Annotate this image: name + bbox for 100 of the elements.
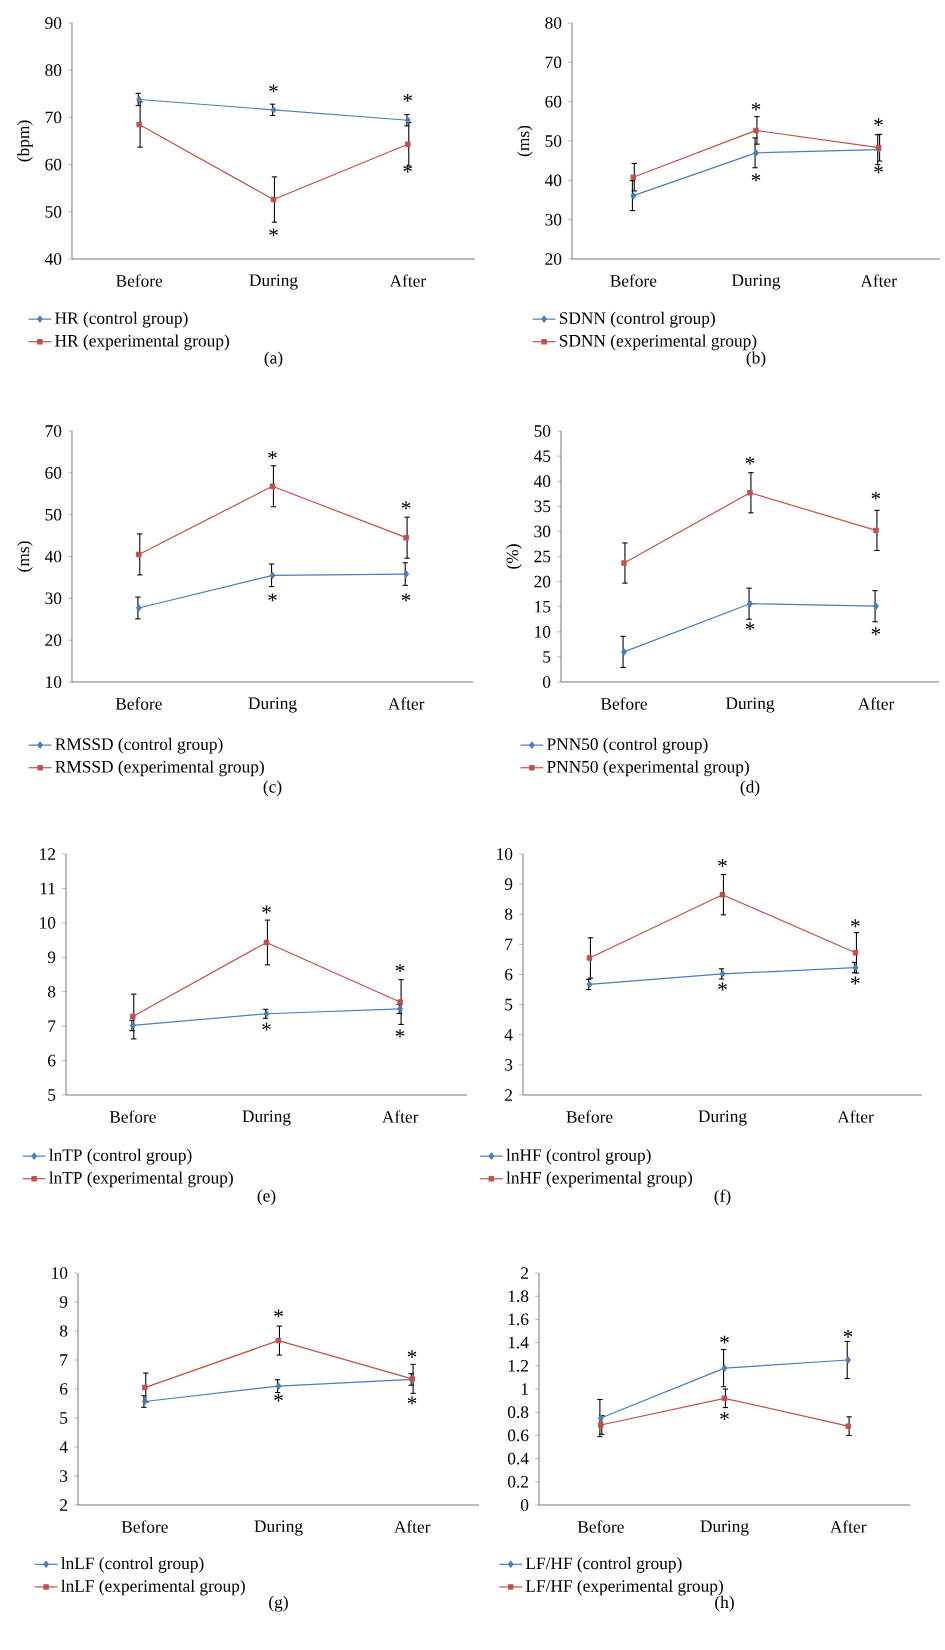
legend-label: SDNN (control group) xyxy=(559,311,715,328)
annotation: * xyxy=(268,593,277,602)
y-tick-label: 0 xyxy=(520,1499,529,1511)
legend-label: SDNN (experimental group) xyxy=(559,334,757,351)
legend-label: LF/HF (experimental group) xyxy=(525,1579,723,1596)
x-tick-label: During xyxy=(249,274,298,290)
point xyxy=(586,955,593,961)
annotation: * xyxy=(407,1350,417,1358)
annotation: * xyxy=(262,905,271,914)
y-tick-label: 30 xyxy=(45,592,62,605)
annotation: * xyxy=(745,622,755,631)
y-tick-label: 70 xyxy=(45,111,62,124)
x-tick-label: Before xyxy=(115,697,162,710)
y-tick-label: 70 xyxy=(45,425,62,437)
annotation: * xyxy=(871,491,881,500)
annotation: * xyxy=(403,164,412,173)
annotation: * xyxy=(751,173,761,182)
x-tick-label: During xyxy=(731,274,781,290)
point xyxy=(852,950,859,956)
legend-label: RMSSD (experimental group) xyxy=(55,760,264,777)
point xyxy=(621,648,627,656)
legend-label: PNN50 (experimental group) xyxy=(547,760,749,777)
annotation: * xyxy=(395,964,405,972)
annotation: * xyxy=(274,1309,283,1318)
point xyxy=(269,571,276,579)
x-tick-label: Before xyxy=(121,1520,168,1533)
point xyxy=(405,141,411,148)
y-tick-label: 9 xyxy=(47,951,56,964)
y-tick-label: 3 xyxy=(60,1470,68,1482)
y-tick-label: 60 xyxy=(45,467,62,479)
y-tick-label: 5 xyxy=(60,1412,68,1424)
y-tick-label: 10 xyxy=(46,676,62,688)
annotation: * xyxy=(269,228,278,237)
text: (a) xyxy=(264,351,283,368)
x-tick-label: Before xyxy=(109,1110,156,1123)
legend-label: lnTP (control group) xyxy=(49,1148,192,1165)
annotation: * xyxy=(268,451,277,459)
y-tick-label: 20 xyxy=(534,575,551,588)
legend-label: lnLF (experimental group) xyxy=(61,1579,245,1596)
y-tick-label: 5 xyxy=(48,1089,56,1101)
y-tick-label: 25 xyxy=(534,550,551,563)
text: (d) xyxy=(740,780,760,797)
x-tick-label: Before xyxy=(577,1520,624,1533)
y-tick-label: 10 xyxy=(497,848,513,860)
y-tick-label: 50 xyxy=(45,508,62,521)
annotation: * xyxy=(718,982,727,991)
y-tick-label: 6 xyxy=(505,968,513,981)
legend-label: RMSSD (control group) xyxy=(55,737,223,754)
annotation: * xyxy=(718,859,727,867)
annotation: * xyxy=(403,93,412,102)
y-tick-label: 0.8 xyxy=(507,1406,529,1419)
point xyxy=(747,490,753,496)
annotation: * xyxy=(401,501,411,510)
point xyxy=(747,600,753,608)
x-tick-label: After xyxy=(382,1110,419,1123)
annotation: * xyxy=(720,1335,729,1344)
x-tick-label: After xyxy=(394,1520,431,1533)
point xyxy=(845,1423,851,1429)
y-tick-label: 2 xyxy=(505,1089,512,1101)
text: (g) xyxy=(269,1595,288,1612)
point xyxy=(136,121,142,128)
y-tick-label: 10 xyxy=(52,1267,68,1279)
y-tick-label: 20 xyxy=(45,634,62,647)
x-tick-label: After xyxy=(857,697,895,710)
annotation: * xyxy=(401,593,411,602)
annotation: * xyxy=(720,1412,729,1421)
y-tick-label: 9 xyxy=(504,878,513,890)
y-tick-label: 10 xyxy=(40,917,56,929)
point xyxy=(873,527,879,534)
x-tick-label: During xyxy=(242,1110,291,1126)
y-tick-label: 8 xyxy=(504,908,513,921)
legend-label: lnLF (control group) xyxy=(61,1557,204,1573)
annotation: * xyxy=(871,627,881,636)
y-tick-label: 12 xyxy=(40,848,55,860)
point xyxy=(845,1356,851,1364)
x-tick-label: During xyxy=(698,1110,747,1126)
y-axis-title: (%) xyxy=(506,544,522,569)
x-tick-label: After xyxy=(860,274,897,287)
y-tick-label: 30 xyxy=(534,525,551,538)
y-tick-label: 45 xyxy=(533,450,551,462)
point xyxy=(721,1364,728,1372)
y-tick-label: 4 xyxy=(59,1441,68,1453)
text: (b) xyxy=(746,351,766,368)
y-tick-label: 0.4 xyxy=(507,1452,529,1465)
y-tick-label: 50 xyxy=(45,205,62,218)
y-tick-label: 60 xyxy=(45,158,62,171)
y-tick-label: 40 xyxy=(44,550,62,563)
y-tick-label: 1.4 xyxy=(508,1336,529,1349)
y-tick-label: 7 xyxy=(505,938,513,951)
legend-label: HR (control group) xyxy=(55,311,188,328)
y-tick-label: 5 xyxy=(543,651,551,663)
y-tick-label: 2 xyxy=(521,1267,529,1279)
annotation: * xyxy=(745,456,755,465)
y-axis-title: (ms) xyxy=(517,125,533,157)
y-tick-label: 0.2 xyxy=(507,1475,528,1488)
y-tick-label: 6 xyxy=(60,1383,68,1395)
y-tick-label: 80 xyxy=(45,64,62,77)
y-tick-label: 8 xyxy=(47,985,56,998)
x-tick-label: Before xyxy=(610,274,657,287)
annotation: * xyxy=(874,165,883,174)
